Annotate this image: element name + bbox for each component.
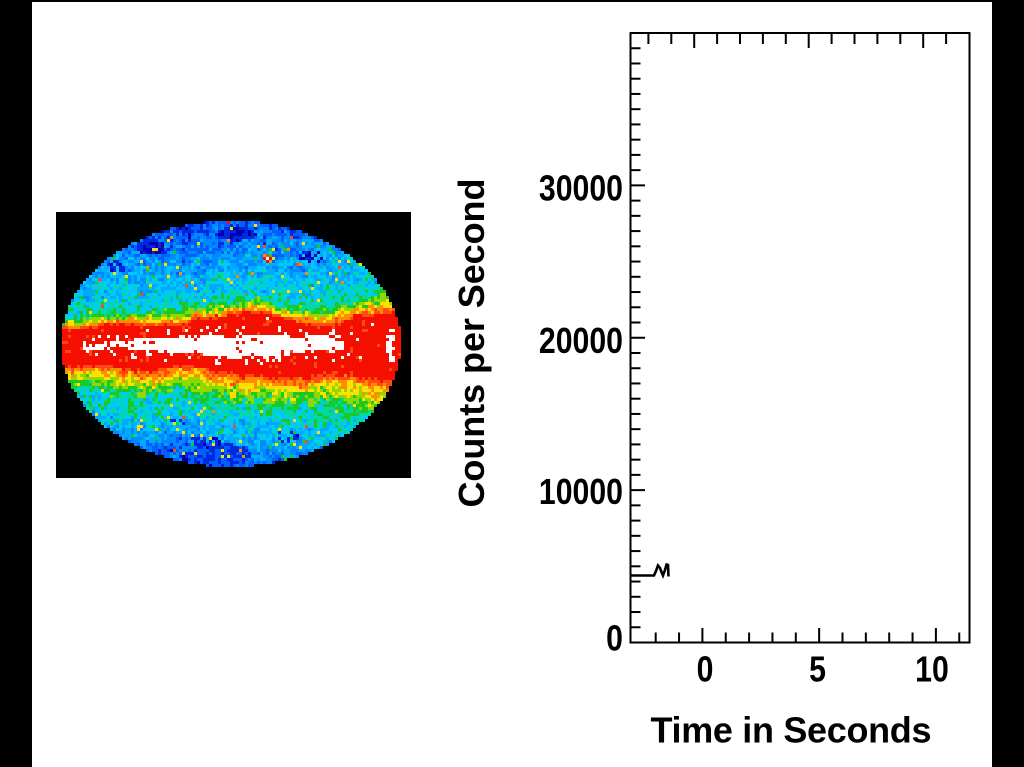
svg-text:10000: 10000	[539, 473, 623, 513]
svg-text:10: 10	[915, 650, 949, 690]
svg-text:30000: 30000	[539, 169, 623, 209]
svg-text:Time in Seconds: Time in Seconds	[651, 710, 932, 751]
svg-text:5: 5	[809, 650, 826, 690]
svg-text:20000: 20000	[539, 322, 623, 362]
svg-text:0: 0	[697, 650, 714, 690]
svg-text:0: 0	[606, 619, 623, 659]
svg-text:Counts per Second: Counts per Second	[451, 179, 492, 508]
